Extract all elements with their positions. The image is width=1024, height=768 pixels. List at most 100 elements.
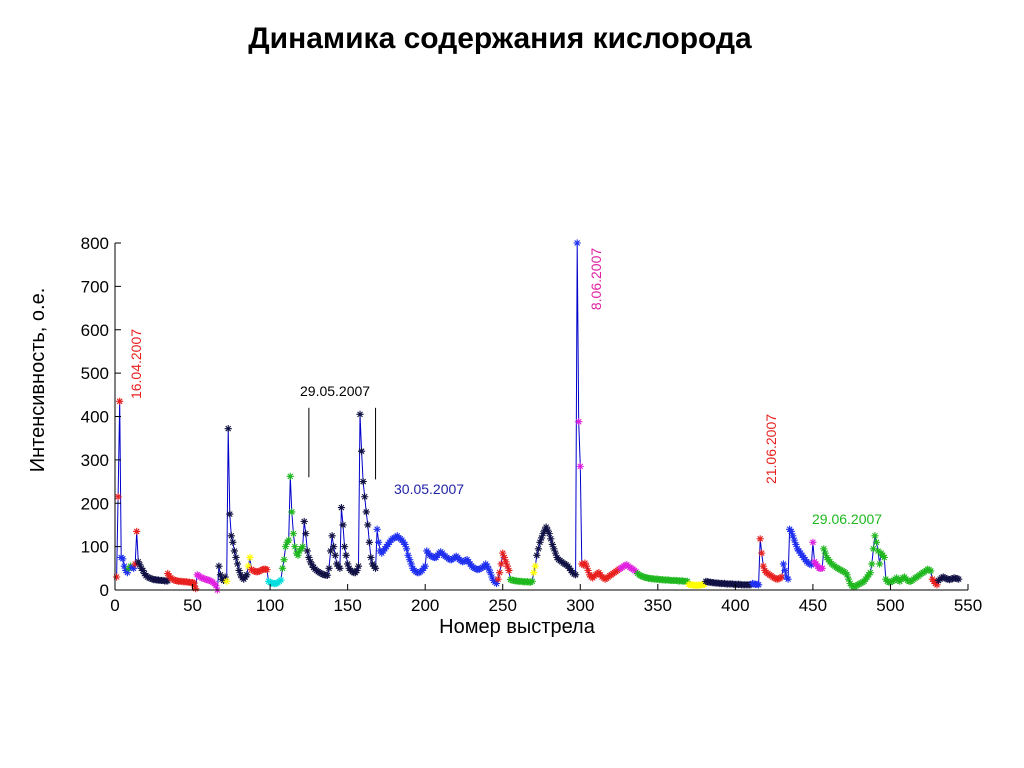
- series-11: [224, 425, 251, 583]
- data-point: [530, 569, 538, 577]
- data-point: [533, 551, 541, 559]
- data-point: [114, 493, 122, 501]
- data-point: [500, 553, 508, 562]
- y-tick-label: 700: [81, 277, 109, 296]
- data-point: [875, 560, 884, 568]
- y-tick-label: 100: [81, 538, 109, 557]
- data-point: [357, 447, 366, 455]
- data-point: [164, 569, 172, 578]
- data-point: [288, 508, 296, 516]
- data-point: [354, 562, 363, 570]
- data-point: [190, 582, 198, 590]
- series-18: [494, 549, 513, 583]
- data-point: [868, 560, 876, 568]
- data-point: [371, 564, 380, 572]
- data-point: [243, 571, 251, 579]
- data-point: [421, 562, 429, 570]
- data-point: [299, 543, 307, 551]
- data-point: [483, 562, 491, 570]
- data-point: [215, 562, 223, 570]
- series-22: [573, 239, 581, 247]
- data-point: [492, 579, 501, 588]
- data-point: [277, 576, 285, 584]
- data-point: [927, 567, 935, 575]
- data-point: [502, 558, 510, 566]
- data-point: [485, 565, 493, 573]
- data-point: [869, 545, 877, 553]
- data-point: [576, 462, 584, 470]
- data-point: [246, 553, 254, 562]
- data-point: [871, 532, 879, 540]
- data-point: [790, 536, 798, 544]
- data-point: [130, 564, 138, 572]
- annotation-29-05-2007: 29.05.2007: [300, 383, 370, 399]
- data-point: [232, 553, 240, 562]
- data-point: [499, 549, 507, 557]
- x-axis-title: Номер выстрела: [439, 616, 596, 638]
- data-point: [306, 558, 315, 566]
- data-point: [496, 569, 504, 577]
- data-point: [821, 549, 829, 557]
- data-point: [291, 543, 299, 551]
- data-point: [528, 577, 536, 585]
- data-point: [229, 538, 237, 546]
- series-24: [578, 559, 623, 583]
- data-point: [584, 566, 592, 575]
- data-point: [294, 551, 302, 559]
- x-tick-label: 0: [110, 596, 119, 615]
- data-point: [406, 556, 414, 564]
- data-point: [325, 564, 333, 572]
- x-tick-label: 500: [876, 596, 904, 615]
- data-point: [263, 566, 271, 574]
- series-34: [928, 575, 941, 589]
- data-point: [336, 564, 344, 572]
- series-6: [164, 569, 198, 587]
- series-13: [247, 565, 271, 576]
- series-19: [506, 575, 536, 586]
- data-point: [755, 581, 763, 589]
- data-point: [134, 558, 142, 566]
- data-point: [843, 571, 851, 579]
- data-point: [131, 560, 139, 568]
- data-point: [331, 551, 339, 559]
- data-point: [809, 538, 817, 546]
- data-point: [818, 564, 826, 572]
- data-point: [233, 560, 242, 568]
- x-tick-label: 200: [411, 596, 439, 615]
- x-tick-label: 150: [333, 596, 361, 615]
- data-point: [547, 535, 555, 543]
- data-point: [133, 527, 141, 536]
- data-point: [344, 560, 352, 568]
- series-23: [575, 418, 584, 470]
- data-point: [216, 571, 225, 579]
- data-point: [497, 560, 505, 568]
- data-point: [534, 545, 542, 553]
- data-point: [123, 569, 132, 577]
- data-point: [536, 538, 544, 546]
- reference-lines: [308, 407, 377, 480]
- y-tick-label: 200: [81, 494, 109, 513]
- data-point: [364, 521, 372, 529]
- data-point: [880, 553, 888, 562]
- y-tick-label: 400: [81, 408, 109, 427]
- data-point: [575, 418, 583, 426]
- data-point: [353, 566, 361, 575]
- data-point: [223, 577, 231, 585]
- data-point: [779, 560, 788, 568]
- data-point: [820, 545, 828, 553]
- data-point: [581, 559, 589, 567]
- series-29: [748, 579, 763, 589]
- data-point: [303, 547, 311, 555]
- data-point: [235, 566, 243, 575]
- data-point: [683, 577, 691, 585]
- data-point: [778, 573, 786, 581]
- series-14: [264, 576, 285, 588]
- data-point: [486, 569, 494, 577]
- data-point: [759, 562, 767, 570]
- data-point: [356, 410, 364, 418]
- series-28: [702, 577, 755, 589]
- y-tick-label: 300: [81, 451, 109, 470]
- data-point: [866, 569, 874, 577]
- data-point: [792, 540, 800, 549]
